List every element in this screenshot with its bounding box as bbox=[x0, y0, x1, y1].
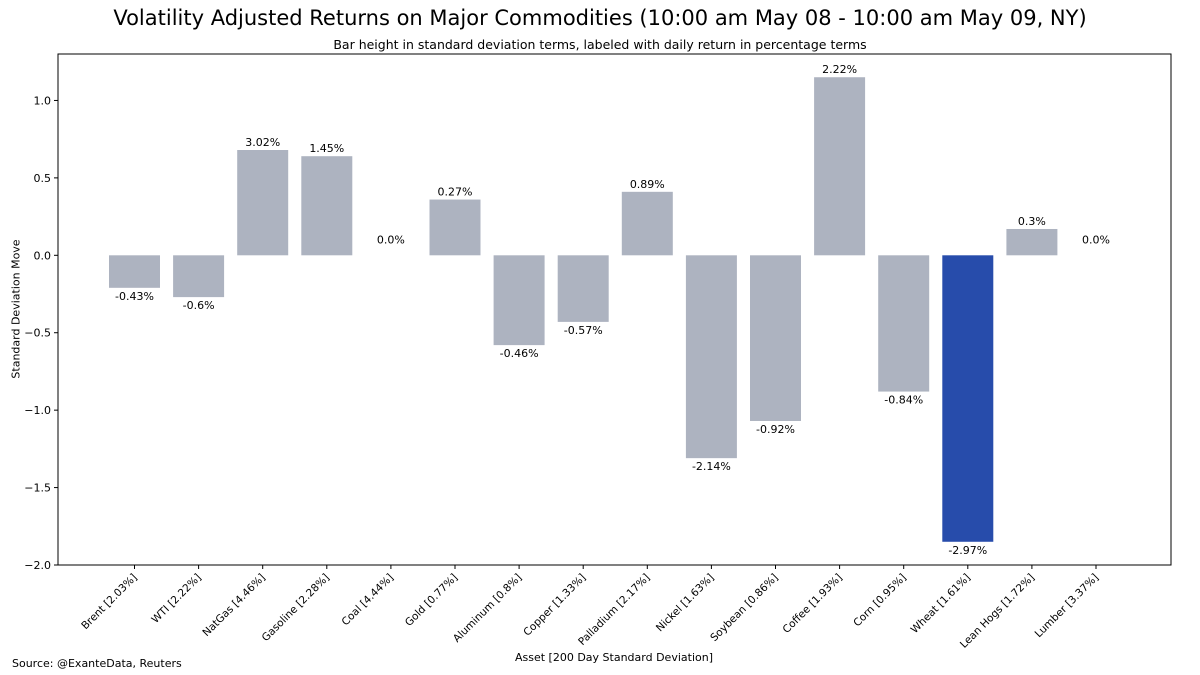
x-tick-label: Corn [0.95%] bbox=[851, 572, 909, 630]
bar-value-label: 0.3% bbox=[1018, 215, 1046, 228]
x-tick-label: Coal [4.44%] bbox=[339, 572, 396, 629]
bar-9 bbox=[621, 191, 673, 256]
bar-3 bbox=[237, 150, 289, 256]
bar-value-label: -0.57% bbox=[564, 324, 603, 337]
x-axis: Brent [2.03%] WTI [2.22%]NatGas [4.46%]Ga… bbox=[79, 565, 1101, 651]
y-tick-label: 0.5 bbox=[34, 172, 52, 185]
x-tick-label: Palladium [2.17%] bbox=[576, 572, 652, 648]
bar-1 bbox=[109, 255, 160, 288]
bar-value-label: -0.84% bbox=[884, 394, 923, 407]
y-tick-label: −2.0 bbox=[24, 559, 51, 572]
bar-15 bbox=[1006, 228, 1058, 256]
x-tick-label: Gold [0.77%] bbox=[403, 572, 460, 629]
y-tick-label: −0.5 bbox=[24, 327, 51, 340]
bar-13 bbox=[878, 255, 930, 392]
x-tick-label: Wheat [1.61%] bbox=[909, 572, 973, 636]
x-tick-label: Aluminum [0.8%] bbox=[451, 572, 524, 645]
bar-8 bbox=[557, 255, 609, 322]
bars-layer bbox=[109, 77, 1058, 542]
x-tick-label: NatGas [4.46%] bbox=[200, 572, 267, 639]
x-tick-label: Lumber [3.37%] bbox=[1033, 572, 1102, 641]
y-tick-label: −1.5 bbox=[24, 482, 51, 495]
bar-value-label: 0.89% bbox=[630, 178, 665, 191]
bar-7 bbox=[493, 255, 545, 346]
y-tick-label: 1.0 bbox=[34, 94, 52, 107]
bar-value-label: 2.22% bbox=[822, 63, 857, 76]
bar-10 bbox=[685, 255, 737, 459]
bar-value-label: 3.02% bbox=[245, 136, 280, 149]
source-note: Source: @ExanteData, Reuters bbox=[12, 657, 182, 670]
x-tick-label: Coffee [1.93%] bbox=[781, 572, 845, 636]
plot-frame bbox=[57, 53, 1172, 566]
bar-value-label: -0.43% bbox=[115, 290, 154, 303]
x-tick-label: Lean Hogs [1.72%] bbox=[958, 572, 1037, 651]
bar-value-label: 0.0% bbox=[1082, 233, 1110, 246]
x-axis-label: Asset [200 Day Standard Deviation] bbox=[514, 651, 713, 664]
x-tick-label: Soybean [0.86%] bbox=[708, 572, 780, 644]
y-axis-label: Standard Deviation Move bbox=[9, 239, 23, 379]
y-tick-label: −1.0 bbox=[24, 404, 51, 417]
chart-title: Volatility Adjusted Returns on Major Com… bbox=[113, 6, 1087, 30]
bar-value-label: -0.6% bbox=[183, 299, 215, 312]
x-tick-label: Copper [1.33%] bbox=[521, 572, 588, 639]
bar-labels-layer: -0.43% -0.6% 3.02% 1.45% 0.0% 0.27% -0.46% -0.5… bbox=[115, 63, 1110, 557]
x-tick-label: Brent [2.03%] bbox=[79, 572, 139, 632]
y-tick-label: 0.0 bbox=[34, 249, 52, 262]
bar-4 bbox=[301, 156, 353, 256]
x-tick-label: Nickel [1.63%] bbox=[654, 572, 717, 635]
bar-value-label: 0.27% bbox=[438, 186, 473, 199]
bar-value-label: -0.46% bbox=[500, 347, 539, 360]
bar-12 bbox=[814, 77, 866, 256]
bar-value-label: 0.0% bbox=[377, 233, 405, 246]
bar-value-label: 1.45% bbox=[309, 142, 344, 155]
bar-value-label: -2.97% bbox=[948, 544, 987, 557]
bar-2 bbox=[173, 255, 225, 298]
bar-6 bbox=[429, 199, 481, 256]
x-tick-label: Gasoline [2.28%] bbox=[260, 572, 332, 644]
bar-value-label: -0.92% bbox=[756, 423, 795, 436]
x-tick-label: WTI [2.22%] bbox=[149, 572, 203, 626]
bar-value-label: -2.14% bbox=[692, 460, 731, 473]
bar-11 bbox=[750, 255, 801, 421]
y-axis: −2.0 −1.5 −1.0 −0.5 0.0 0.5 1.0 bbox=[24, 94, 58, 572]
bar-14 bbox=[942, 255, 994, 542]
chart-subtitle: Bar height in standard deviation terms, … bbox=[333, 37, 867, 52]
